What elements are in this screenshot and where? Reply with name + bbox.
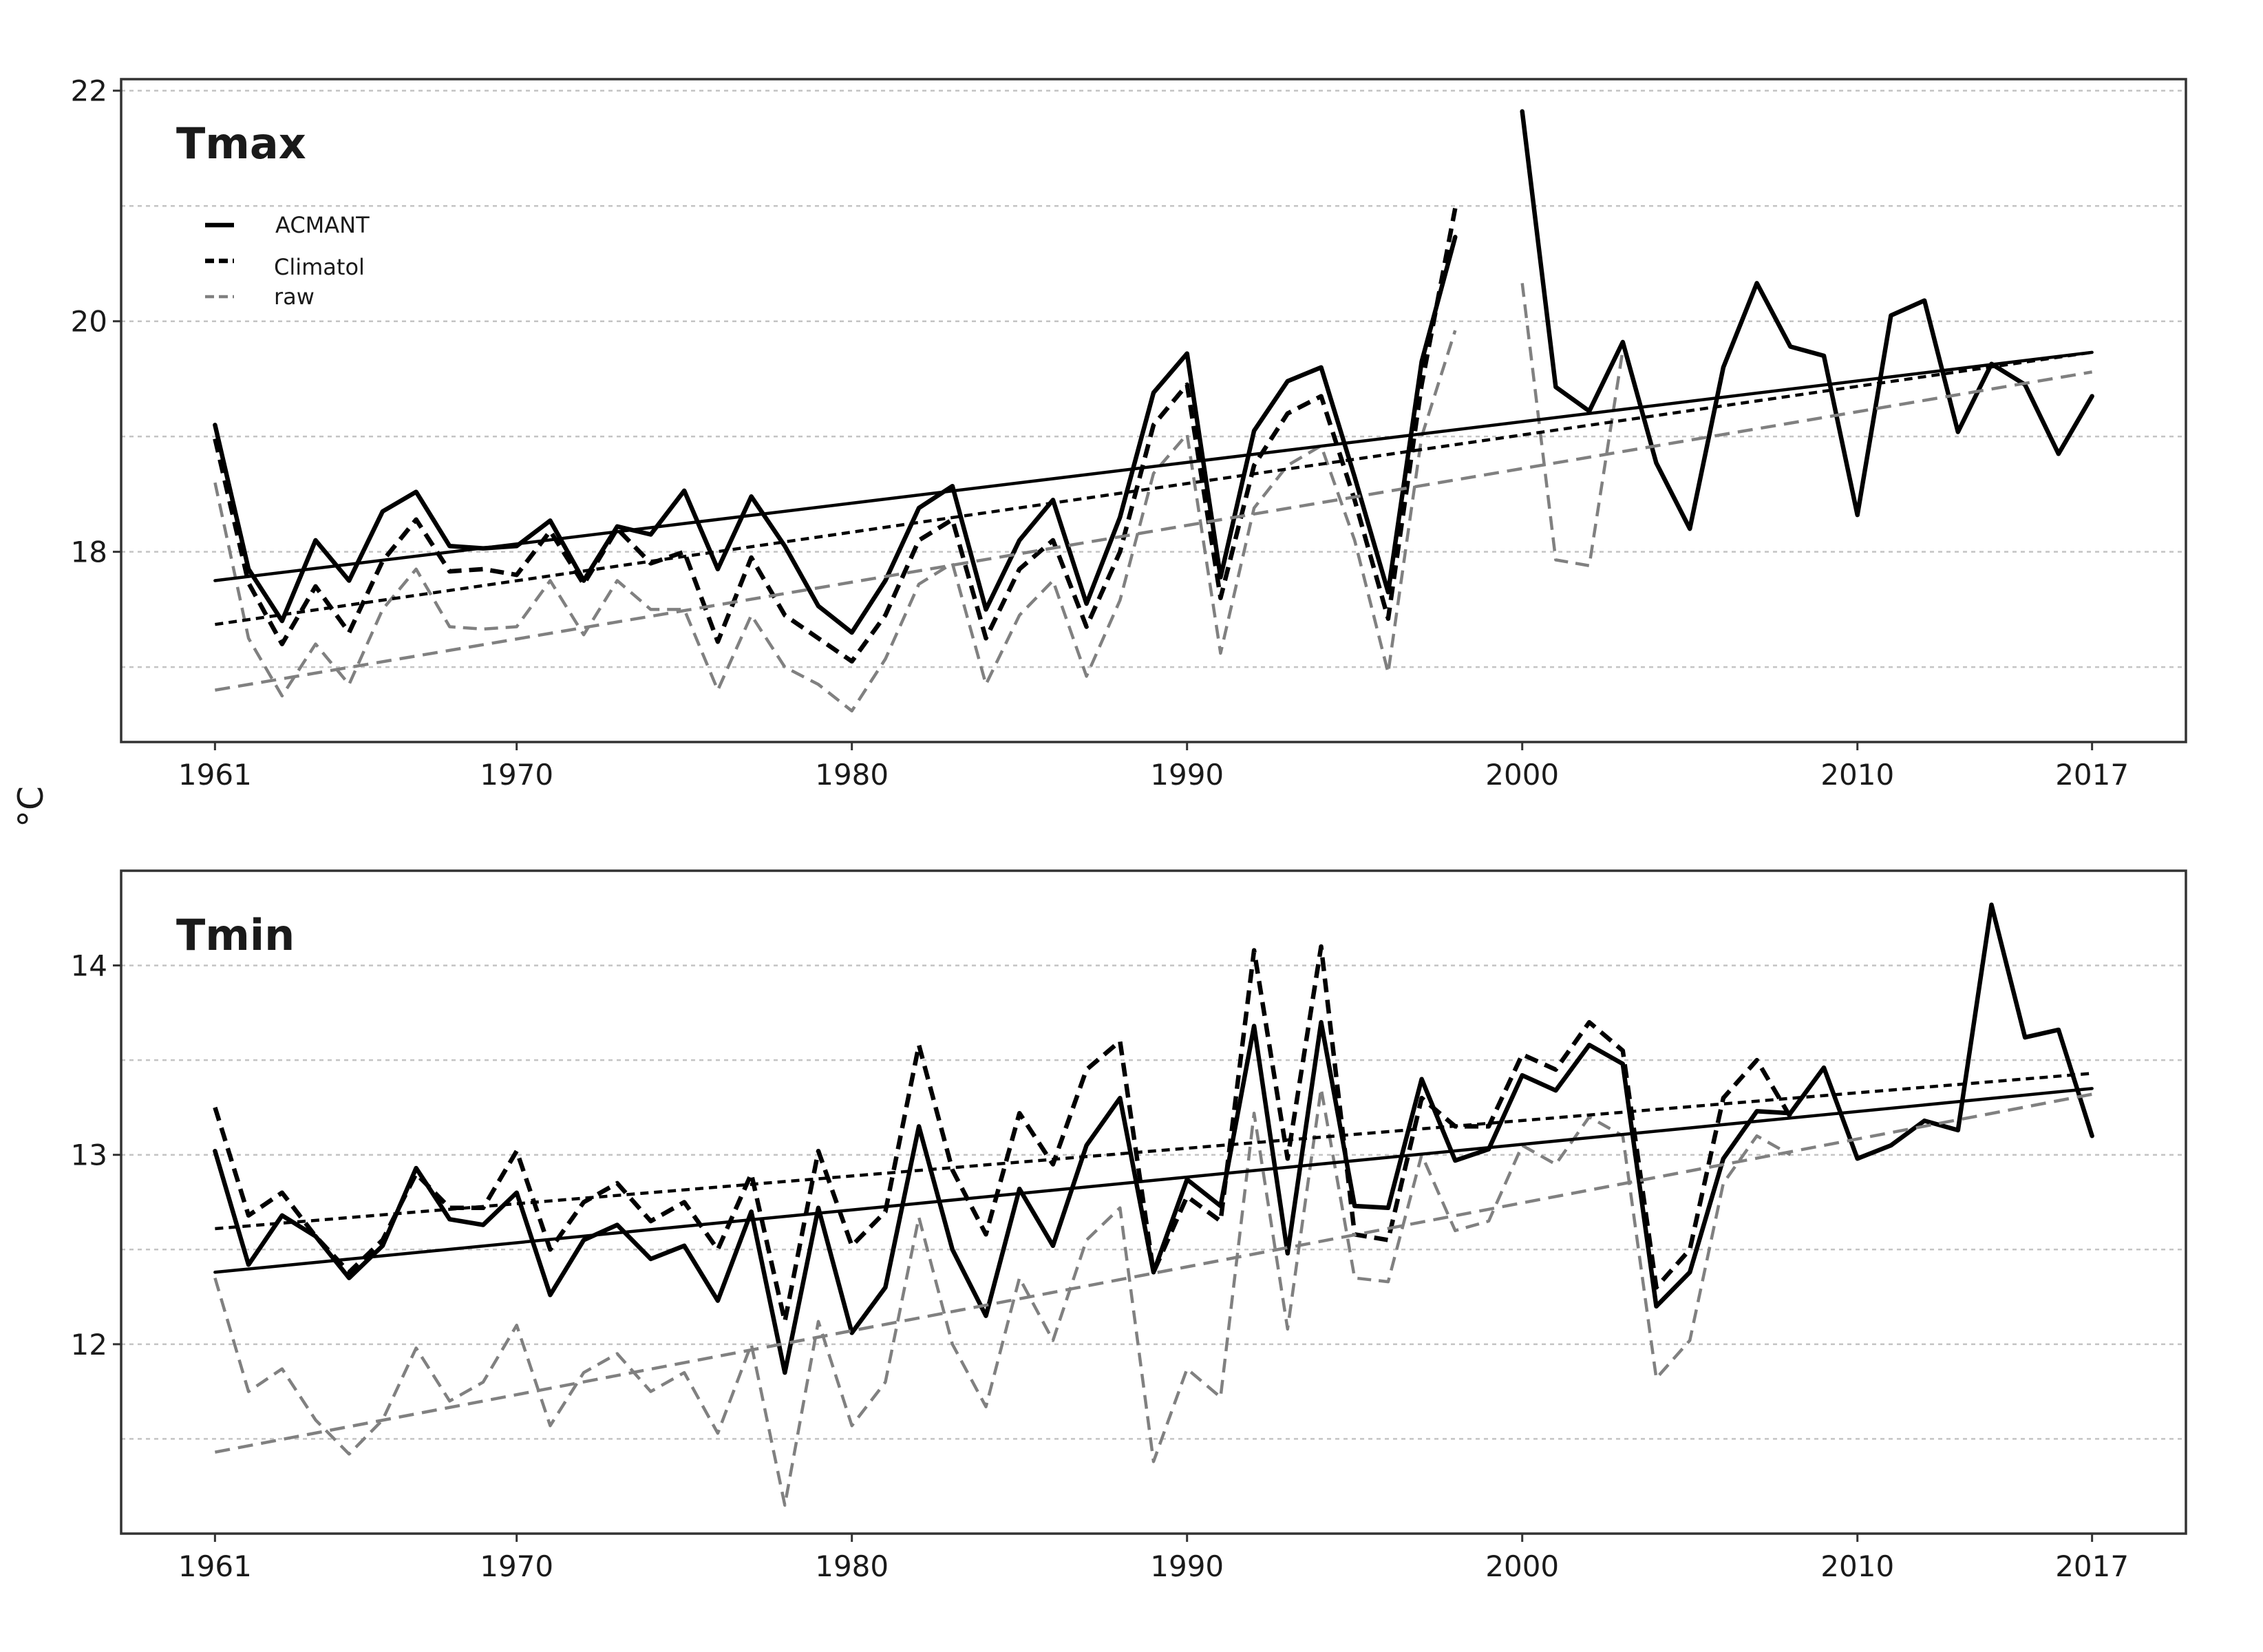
tmax-series-trend-line-3 [213,350,2094,582]
tmin-ytick-label-14: 14 [71,949,107,983]
legend-label-acmant: ACMANT [275,212,370,238]
tmin-xtick-label-1970: 1970 [480,1549,553,1583]
tmin-series-acmant-line [213,902,2094,1375]
tmin-series-trend-line-3 [213,1087,2094,1274]
tmin-series-trend-line-5 [214,1092,2093,1454]
tmin-xtick-label-2000: 2000 [1485,1549,1559,1583]
tmax-xtick-label-2000: 2000 [1485,758,1559,792]
tmin-xtick-label-1961: 1961 [178,1549,252,1583]
tmax-xtick-label-1970: 1970 [480,758,553,792]
tmax-series-acmant-line [213,109,2094,635]
tmin-xtick-label-1980: 1980 [815,1549,889,1583]
tmax-series-climatol-line [213,207,1458,664]
tmax-panel-title: Tmax [176,118,306,169]
tmin-series-climatol-line [213,944,1793,1324]
tmin-series-raw-line [213,1087,1792,1507]
tmax-xtick-label-1980: 1980 [815,758,889,792]
tmin-panel-title: Tmin [176,910,295,960]
tmax-xtick-label-2017: 2017 [2055,758,2129,792]
tmax-ytick-label-22: 22 [71,74,107,108]
tmin-xtick-label-1990: 1990 [1150,1549,1224,1583]
tmax-xtick-label-1961: 1961 [178,758,252,792]
y-axis-label: °C [11,786,51,827]
tmax-panel-frame [120,78,2187,743]
legend-label-climatol: Climatol [274,254,365,280]
tmax-ytick-label-18: 18 [71,536,107,569]
tmax-xtick-label-1990: 1990 [1150,758,1224,792]
tmax-series-trend-line-5 [215,370,2092,692]
tmin-series-trend-line-4 [215,1072,2092,1231]
legend-label-raw: raw [274,284,315,310]
tmin-xtick-label-2010: 2010 [1820,1549,1894,1583]
tmax-ytick-label-20: 20 [71,305,107,339]
tmin-ytick-label-13: 13 [71,1139,107,1172]
tmax-series-raw-line [213,283,1625,713]
tmin-xtick-label-2017: 2017 [2055,1549,2129,1583]
tmax-xtick-label-2010: 2010 [1820,758,1894,792]
tmin-panel-frame [120,869,2187,1535]
tmin-ytick-label-12: 12 [71,1328,107,1362]
